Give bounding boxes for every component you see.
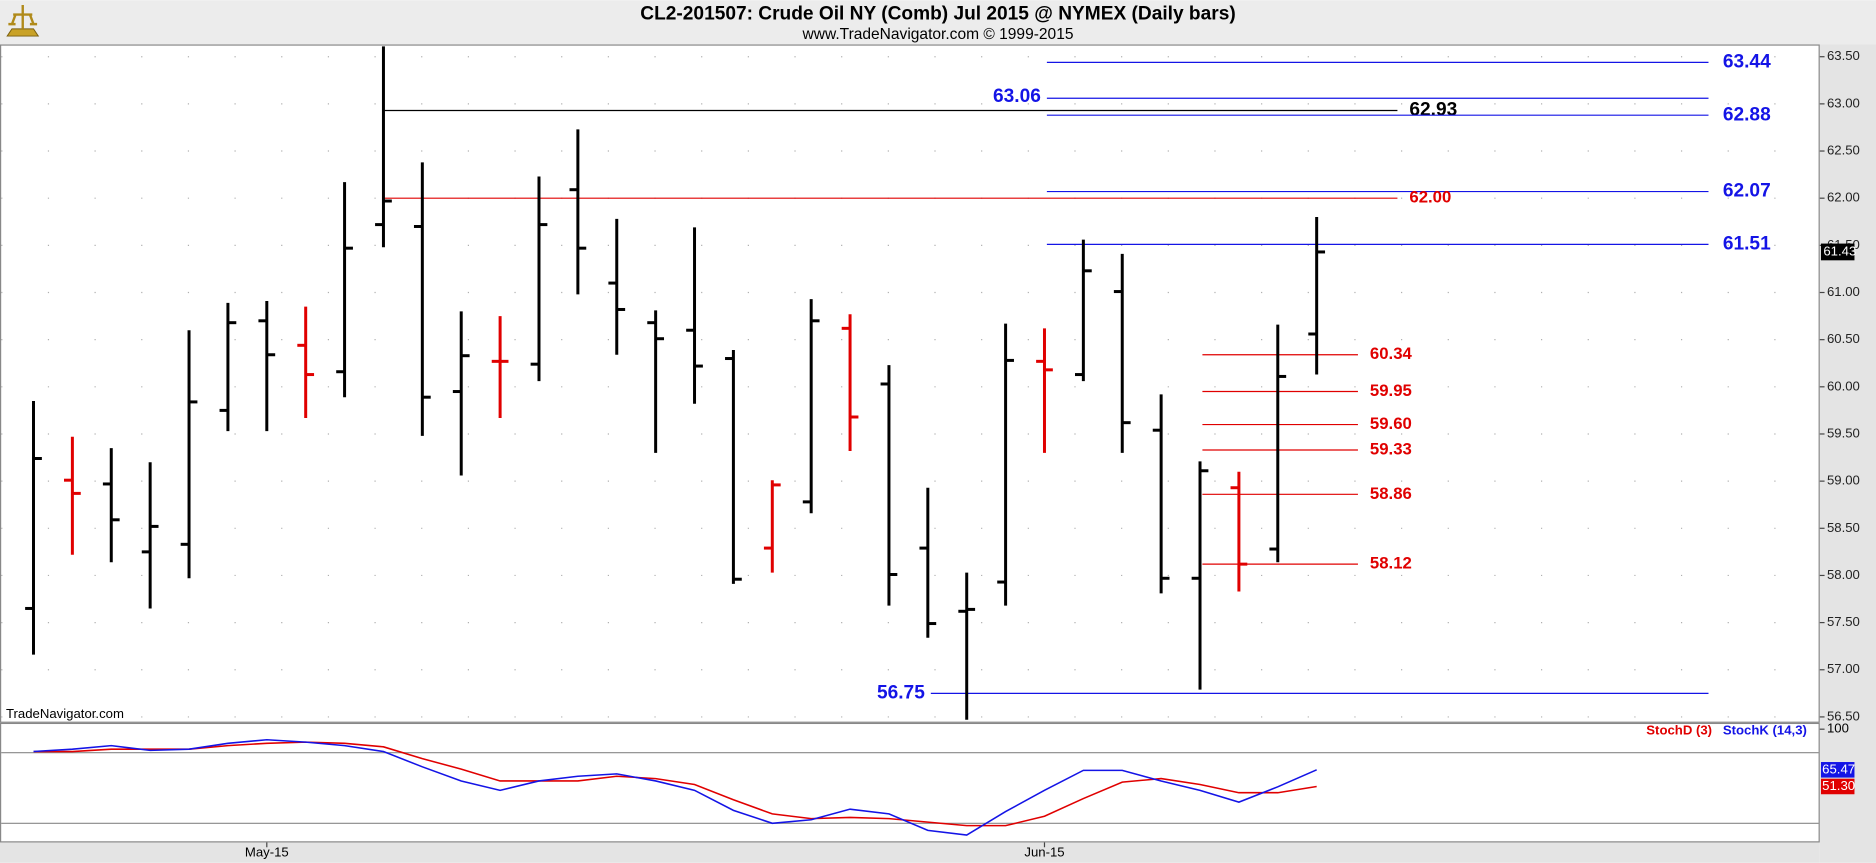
ohlc-bar [452,311,470,476]
x-tick-label: May-15 [245,845,289,860]
last-value-box [1820,778,1855,795]
y-tick-label: 57.00 [1827,661,1860,676]
level-label: 56.75 [877,682,925,703]
y-tick-label: 63.50 [1827,48,1860,63]
ohlc-bar [1191,461,1209,690]
ohlc-bar [530,176,548,382]
ohlc-bar [413,162,431,436]
ohlc-bar [219,302,237,432]
last-price-label: 61.43 [1823,243,1856,258]
y-tick-label: 62.00 [1827,190,1860,205]
ohlc-bar [880,365,898,606]
ohlc-bar [336,182,353,398]
price-axis-band [1819,44,1876,863]
ohlc-bar [375,46,392,248]
y-tick-label: 58.00 [1827,567,1860,582]
ohlc-bar [1036,328,1053,453]
level-label: 63.44 [1723,51,1771,72]
stoch-line [33,741,1317,827]
last-value-box [1820,762,1855,778]
ohlc-bar [569,129,587,295]
level-label: 59.60 [1370,414,1412,433]
last-value-label: 65.47 [1822,761,1855,776]
watermark: TradeNavigator.com [6,706,124,721]
y-tick-label: 58.50 [1827,520,1860,535]
chart-title: CL2-201507: Crude Oil NY (Comb) Jul 2015… [640,4,1235,25]
level-label: 61.51 [1723,233,1771,254]
y-tick-label: 60.50 [1827,331,1860,346]
price-panel-frame [0,44,1820,723]
ohlc-bar [1230,471,1248,592]
level-label: 62.88 [1723,104,1771,125]
y-tick-label: 56.50 [1827,708,1860,723]
x-tick-label: Jun-15 [1024,845,1064,860]
level-label: 58.86 [1370,484,1412,503]
ohlc-bar [25,400,42,655]
ohlc-bar [1113,253,1131,453]
ohlc-bar [102,448,120,563]
last-value-label: 51.30 [1822,778,1855,793]
date-axis-band [0,842,1820,863]
ohlc-bar [608,218,626,355]
level-label: 58.12 [1370,554,1412,573]
ohlc-bar [1308,217,1326,375]
y-tick-label: 57.50 [1827,614,1860,629]
last-price-box [1820,243,1855,261]
ohlc-bar [297,306,315,418]
ohlc-bar [802,299,820,514]
ohlc-bar [258,300,276,432]
stoch-panel-frame [0,722,1820,843]
chart-subtitle: www.TradeNavigator.com © 1999-2015 [802,26,1074,43]
level-label: 63.06 [993,86,1041,107]
legend-entry: StochK (14,3) [1723,723,1807,738]
level-label: 59.33 [1370,439,1412,458]
ohlc-bar [141,462,159,609]
ohlc-bar [997,323,1014,606]
logo [6,4,40,37]
level-label: 59.95 [1370,381,1412,400]
header-band [0,0,1876,45]
ohlc-bar [1152,394,1170,594]
ohlc-bar [725,350,742,584]
y-tick-label: 61.00 [1827,284,1860,299]
level-label: 60.34 [1370,344,1413,363]
ohlc-bar [686,227,703,404]
level-label: 62.93 [1409,100,1457,121]
legend-entry: StochD (3) [1646,723,1712,738]
ohlc-bar [763,480,781,573]
level-label: 62.07 [1723,181,1771,202]
ohlc-bar [841,314,859,451]
ohlc-bar [1074,239,1092,382]
ohlc-bar [919,487,937,638]
ohlc-bar [958,572,976,720]
y-tick-label: 63.00 [1827,95,1860,110]
ohlc-bar [64,436,81,555]
ohlc-bar [647,310,665,453]
level-label: 62.00 [1409,188,1451,207]
y-tick-label: 100 [1827,721,1849,736]
ohlc-bar [1269,324,1287,563]
ohlc-bar [491,316,509,418]
y-tick-label: 59.00 [1827,473,1860,488]
y-tick-label: 59.50 [1827,425,1860,440]
stoch-line [33,738,1317,836]
y-tick-label: 60.00 [1827,378,1860,393]
ohlc-bar [180,330,198,579]
y-tick-label: 62.50 [1827,142,1860,157]
